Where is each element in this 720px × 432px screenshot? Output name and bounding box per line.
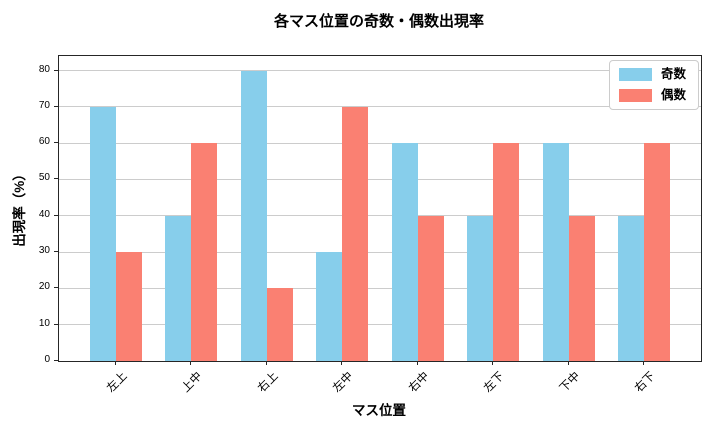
gridline [59, 287, 701, 289]
y-tick-mark [54, 142, 58, 144]
x-tick-mark [190, 361, 192, 365]
y-tick-label: 20 [38, 281, 50, 293]
plot-area: 奇数 偶数 [58, 55, 702, 362]
x-category-label: 右中 [406, 370, 432, 395]
x-category-label: 左中 [331, 370, 356, 395]
legend: 奇数 偶数 [608, 60, 699, 110]
legend-label: 奇数 [660, 67, 686, 81]
x-category-label: 左上 [104, 370, 130, 395]
y-tick-mark [54, 251, 58, 253]
y-tick-mark [54, 360, 58, 361]
y-tick-label: 10 [38, 317, 50, 329]
gridline [59, 70, 701, 72]
x-category-label: 左下 [482, 370, 507, 395]
x-category-label: 右下 [633, 370, 659, 395]
gridline [59, 106, 701, 108]
gridline [59, 324, 701, 326]
bar-偶数-右上 [266, 288, 293, 361]
bar-偶数-左下 [493, 143, 520, 361]
x-tick-mark [492, 361, 494, 365]
gridline [59, 178, 701, 180]
x-category-label: 下中 [557, 370, 583, 395]
y-tick-label: 70 [38, 99, 50, 111]
legend-item-奇数: 奇数 [618, 67, 686, 81]
chart-title: 各マス位置の奇数・偶数出現率 [273, 13, 484, 30]
bar-偶数-下中 [568, 215, 595, 361]
x-tick-mark [643, 361, 645, 365]
legend-item-偶数: 偶数 [618, 88, 686, 102]
x-tick-mark [567, 361, 569, 365]
x-tick-mark [114, 361, 116, 365]
x-category-label: 右上 [255, 370, 281, 395]
gridline [59, 142, 701, 144]
y-tick-label: 80 [38, 63, 50, 75]
y-tick-mark [54, 287, 58, 289]
y-tick-label: 30 [38, 245, 50, 257]
x-tick-mark [341, 361, 343, 365]
y-tick-mark [54, 323, 58, 325]
x-category-label: 上中 [180, 370, 205, 395]
bar-偶数-右下 [644, 143, 671, 361]
x-tick-mark [416, 361, 418, 365]
bar-偶数-上中 [191, 143, 218, 361]
y-tick-label: 0 [44, 354, 50, 365]
bar-奇数-左下 [467, 215, 494, 361]
y-tick-mark [54, 69, 58, 71]
legend-swatch-奇数 [618, 68, 652, 81]
y-tick-mark [54, 214, 58, 216]
bar-奇数-右中 [391, 143, 418, 361]
legend-label: 偶数 [660, 88, 686, 102]
x-axis-title: マス位置 [352, 403, 406, 418]
bar-奇数-右上 [240, 70, 267, 361]
bar-奇数-上中 [165, 215, 192, 361]
bar-偶数-左上 [115, 252, 142, 361]
y-tick-label: 50 [38, 172, 50, 184]
y-tick-label: 40 [38, 208, 50, 220]
y-tick-mark [54, 105, 58, 107]
legend-swatch-偶数 [618, 89, 652, 102]
bar-偶数-左中 [342, 106, 369, 361]
y-tick-label: 60 [38, 136, 50, 148]
bar-奇数-左中 [316, 252, 343, 361]
bar-奇数-右下 [618, 215, 645, 361]
gridline [59, 215, 701, 217]
bar-偶数-右中 [417, 215, 444, 361]
x-tick-mark [265, 361, 267, 365]
bar-奇数-下中 [542, 143, 569, 361]
y-tick-mark [54, 178, 58, 180]
gridline [59, 251, 701, 253]
bar-奇数-左上 [89, 106, 116, 361]
